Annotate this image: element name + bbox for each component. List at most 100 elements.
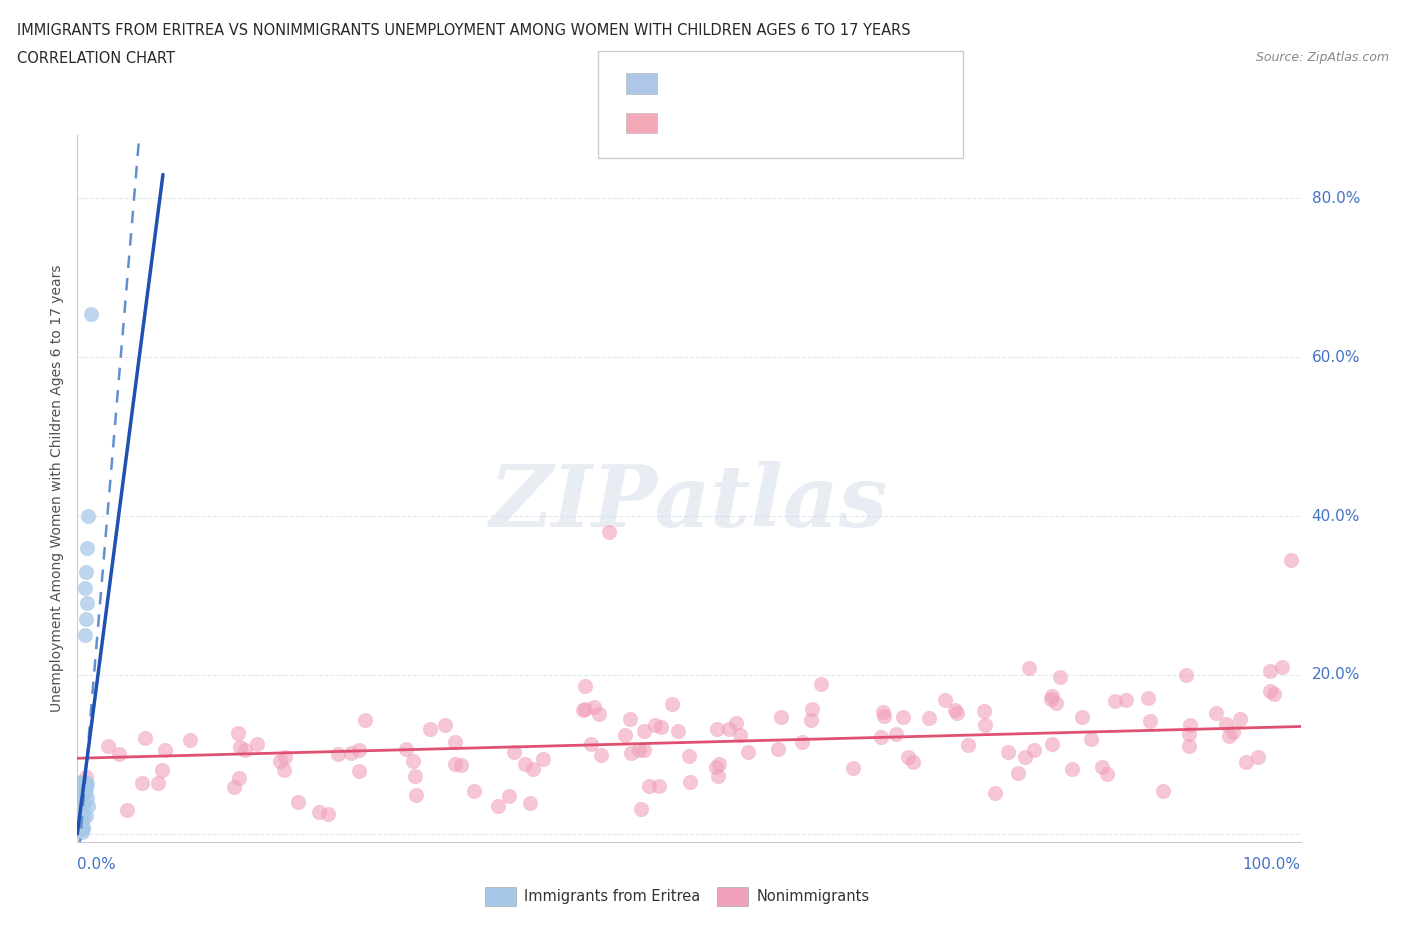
Point	[1258, 663, 1281, 678]
Point	[77, 509, 100, 524]
Point	[1205, 706, 1227, 721]
Point	[1175, 668, 1198, 683]
Text: 0.818: 0.818	[697, 73, 749, 91]
Point	[66, 814, 89, 829]
Point	[75, 769, 97, 784]
Point	[946, 706, 969, 721]
Point	[1018, 660, 1040, 675]
Point	[1258, 684, 1281, 698]
Point	[598, 525, 620, 539]
Point	[405, 788, 427, 803]
Point	[1040, 688, 1063, 703]
Point	[69, 775, 91, 790]
Point	[433, 718, 456, 733]
Point	[229, 740, 252, 755]
Point	[1234, 754, 1257, 769]
Point	[627, 742, 650, 757]
Point	[1178, 738, 1201, 753]
Text: 134: 134	[787, 112, 823, 130]
Point	[76, 781, 98, 796]
Point	[897, 750, 920, 764]
Point	[800, 713, 823, 728]
Point	[316, 806, 339, 821]
Text: R =: R =	[669, 113, 703, 128]
Point	[67, 780, 90, 795]
Point	[340, 745, 363, 760]
Point	[1218, 728, 1240, 743]
Point	[80, 306, 103, 321]
Point	[75, 612, 97, 627]
Point	[589, 748, 612, 763]
Point	[76, 540, 98, 555]
Point	[402, 753, 425, 768]
Point	[717, 722, 740, 737]
Point	[679, 774, 702, 789]
Point	[943, 703, 966, 718]
Point	[134, 730, 156, 745]
Point	[1263, 686, 1285, 701]
Point	[347, 743, 370, 758]
Point	[581, 737, 603, 751]
Text: 20.0%: 20.0%	[1312, 668, 1360, 683]
Point	[661, 697, 683, 711]
Point	[70, 825, 93, 840]
Point	[75, 783, 97, 798]
Point	[792, 735, 814, 750]
Point	[737, 745, 759, 760]
Point	[72, 819, 94, 834]
Point	[179, 733, 201, 748]
Point	[404, 768, 426, 783]
Point	[1070, 710, 1092, 724]
Point	[287, 794, 309, 809]
Text: 41: 41	[787, 73, 810, 91]
Point	[706, 721, 728, 736]
Point	[72, 797, 94, 812]
Point	[115, 803, 138, 817]
Point	[76, 777, 98, 791]
Point	[957, 737, 980, 752]
Point	[810, 676, 832, 691]
Point	[1095, 766, 1118, 781]
Point	[70, 820, 93, 835]
Point	[650, 720, 672, 735]
Text: CORRELATION CHART: CORRELATION CHART	[17, 51, 174, 66]
Point	[1007, 766, 1029, 781]
Point	[146, 776, 169, 790]
Point	[503, 745, 526, 760]
Point	[633, 724, 655, 738]
Point	[1024, 742, 1046, 757]
Point	[519, 796, 541, 811]
Point	[354, 713, 377, 728]
Point	[69, 778, 91, 793]
Point	[233, 743, 256, 758]
Point	[73, 580, 96, 595]
Point	[728, 728, 751, 743]
Point	[72, 808, 94, 823]
Point	[1049, 670, 1071, 684]
Text: IMMIGRANTS FROM ERITREA VS NONIMMIGRANTS UNEMPLOYMENT AMONG WOMEN WITH CHILDREN : IMMIGRANTS FROM ERITREA VS NONIMMIGRANTS…	[17, 23, 911, 38]
Text: R =: R =	[669, 74, 703, 89]
Point	[644, 718, 666, 733]
Point	[630, 802, 652, 817]
Point	[107, 747, 129, 762]
Point	[1229, 711, 1251, 726]
Point	[67, 777, 90, 791]
Point	[1139, 714, 1161, 729]
Point	[150, 763, 173, 777]
Point	[842, 760, 865, 775]
Point	[1045, 696, 1067, 711]
Point	[997, 745, 1019, 760]
Point	[984, 785, 1007, 800]
Point	[588, 706, 610, 721]
Point	[70, 781, 93, 796]
Point	[1178, 718, 1201, 733]
Text: 60.0%: 60.0%	[1312, 350, 1360, 365]
Point	[70, 803, 93, 817]
Point	[872, 704, 894, 719]
Point	[706, 768, 728, 783]
Text: N =: N =	[759, 113, 793, 128]
Point	[73, 786, 96, 801]
Point	[1152, 783, 1174, 798]
Point	[1014, 750, 1036, 764]
Point	[72, 821, 94, 836]
